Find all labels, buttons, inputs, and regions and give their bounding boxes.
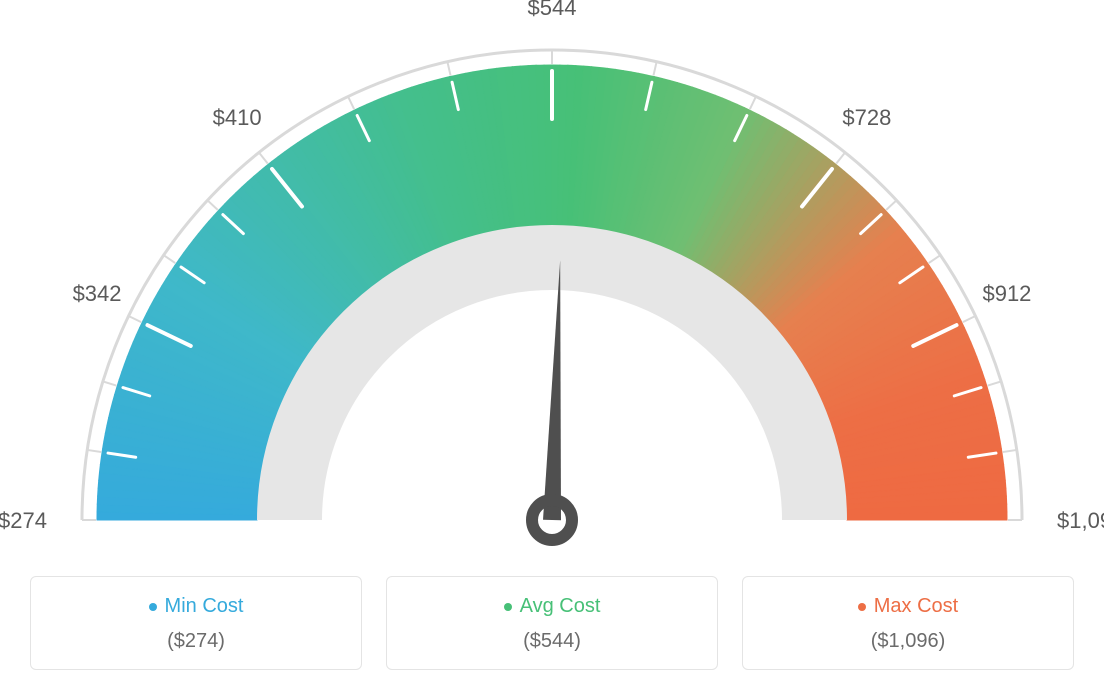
legend-card-max: Max Cost ($1,096) [742, 576, 1074, 670]
legend-dot-max [858, 603, 866, 611]
gauge-chart-container: { "gauge": { "type": "gauge", "center_x"… [0, 0, 1104, 690]
legend-label-max: Max Cost [874, 595, 958, 618]
svg-text:$342: $342 [73, 281, 122, 306]
legend-title-min: Min Cost [149, 595, 244, 618]
legend-value-max: ($1,096) [753, 630, 1063, 653]
legend-label-min: Min Cost [165, 595, 244, 618]
gauge-area: $274 $342 $410 $544 $728 $912 $1,096 [0, 0, 1104, 560]
legend-value-min: ($274) [41, 630, 351, 653]
legend-card-avg: Avg Cost ($544) [386, 576, 718, 670]
gauge-svg: $274 $342 $410 $544 $728 $912 $1,096 [0, 0, 1104, 560]
svg-text:$544: $544 [528, 0, 577, 20]
svg-text:$728: $728 [842, 105, 891, 130]
legend-label-avg: Avg Cost [520, 595, 601, 618]
legend-dot-min [149, 603, 157, 611]
svg-text:$410: $410 [213, 105, 262, 130]
svg-text:$1,096: $1,096 [1057, 508, 1104, 533]
legend-value-avg: ($544) [397, 630, 707, 653]
svg-text:$274: $274 [0, 508, 47, 533]
legend-row: Min Cost ($274) Avg Cost ($544) Max Cost… [0, 576, 1104, 670]
legend-title-max: Max Cost [858, 595, 958, 618]
legend-title-avg: Avg Cost [504, 595, 601, 618]
legend-dot-avg [504, 603, 512, 611]
svg-text:$912: $912 [982, 281, 1031, 306]
legend-card-min: Min Cost ($274) [30, 576, 362, 670]
